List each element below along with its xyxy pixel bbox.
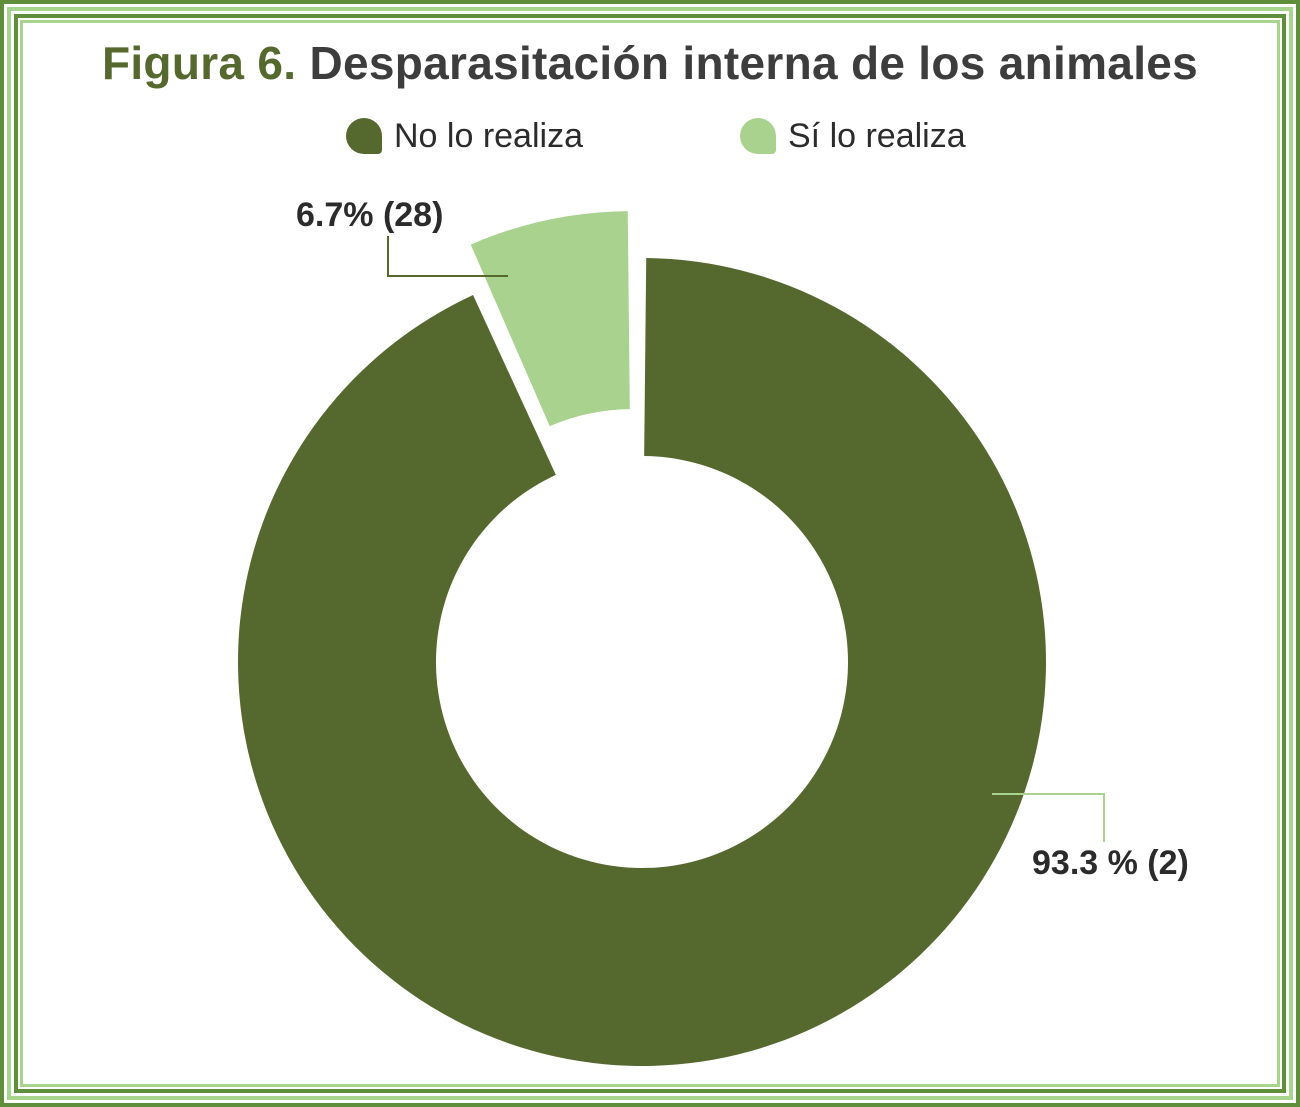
slice-no-realiza [237, 258, 1046, 1066]
data-label-no-realiza: 93.3 % (2) [1032, 844, 1189, 882]
border-second [7, 7, 1293, 1100]
legend-item-si-realiza: Sí lo realiza [740, 116, 966, 156]
border-third [14, 14, 1286, 1093]
data-label-si-realiza: 6.7% (28) [296, 196, 443, 234]
slice-si-realiza [470, 211, 630, 427]
legend-item-no-realiza: No lo realiza [346, 116, 583, 156]
figure-title-text: Desparasitación interna de los animales [309, 37, 1199, 89]
legend-swatch-si-realiza [740, 118, 776, 154]
legend-label-no-realiza: No lo realiza [394, 116, 583, 155]
chart-title: Figura 6. Desparasitación interna de los… [0, 36, 1300, 90]
legend-swatch-no-realiza [346, 118, 382, 154]
figure-number: Figura 6. [101, 37, 297, 89]
leader-line-si-realiza [387, 236, 508, 277]
legend-label-si-realiza: Sí lo realiza [788, 116, 966, 155]
leader-line-no-realiza [992, 793, 1105, 842]
border-inner [20, 20, 1280, 1087]
